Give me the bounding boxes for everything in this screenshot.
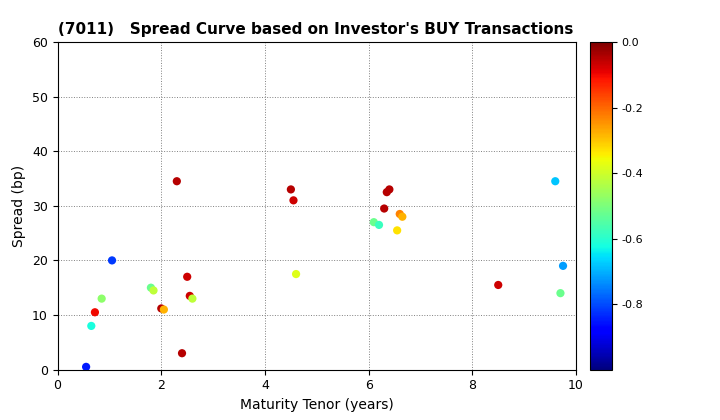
Point <box>368 219 379 226</box>
Point <box>492 281 504 288</box>
Point <box>107 257 118 264</box>
Point <box>181 273 193 280</box>
Point <box>288 197 300 204</box>
Point <box>285 186 297 193</box>
Point <box>89 309 101 316</box>
Point <box>176 350 188 357</box>
Point <box>381 189 392 196</box>
Text: (7011)   Spread Curve based on Investor's BUY Transactions: (7011) Spread Curve based on Investor's … <box>58 22 573 37</box>
Point <box>96 295 107 302</box>
Point <box>156 305 167 312</box>
Point <box>158 306 170 313</box>
Point <box>145 284 157 291</box>
Point <box>373 222 384 228</box>
Point <box>186 295 198 302</box>
Point <box>392 227 403 234</box>
Point <box>86 323 97 329</box>
Point <box>394 210 405 218</box>
Point <box>557 262 569 269</box>
Point <box>379 205 390 212</box>
Point <box>397 213 408 220</box>
Point <box>384 186 395 193</box>
Point <box>148 287 159 294</box>
Point <box>81 363 92 370</box>
Point <box>290 270 302 277</box>
Y-axis label: Spread (bp): Spread (bp) <box>12 165 27 247</box>
X-axis label: Maturity Tenor (years): Maturity Tenor (years) <box>240 398 394 412</box>
Point <box>171 178 183 184</box>
Point <box>549 178 561 184</box>
Point <box>184 292 196 299</box>
Point <box>554 290 566 297</box>
